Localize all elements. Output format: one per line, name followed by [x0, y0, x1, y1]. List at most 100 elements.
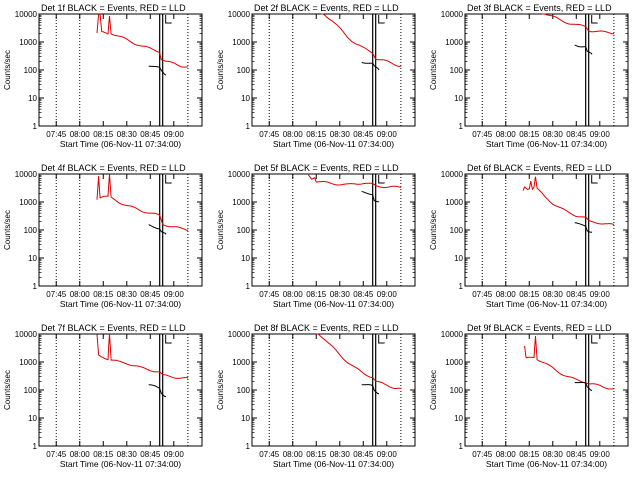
x-tick-label: 08:15 [93, 450, 114, 459]
marker-flag [591, 335, 598, 344]
lld-series-line [96, 174, 189, 231]
x-tick-label: 08:15 [519, 130, 540, 139]
plot-frame [38, 333, 203, 447]
x-tick-label: 08:45 [566, 450, 587, 459]
x-axis-label: Start Time (06-Nov-11 07:34:00) [273, 459, 394, 469]
chart-panel: Det 5f BLACK = Events, RED = LLD 1 10 100 10… [216, 163, 416, 309]
lld-series-line [316, 333, 402, 390]
x-tick-label: 08:00 [283, 290, 304, 299]
x-tick-label: 09:00 [164, 450, 185, 459]
y-axis-label: Counts/sec [429, 370, 438, 410]
lld-series-line [524, 335, 614, 390]
lld-series-line [96, 333, 189, 379]
x-tick-label: 07:45 [46, 450, 67, 459]
chart-panel: Det 8f BLACK = Events, RED = LLD 1 10 100 10… [216, 323, 416, 469]
y-tick-label: 1 [33, 442, 38, 451]
x-tick-label: 07:45 [259, 290, 280, 299]
x-tick-label: 07:45 [46, 130, 67, 139]
y-tick-label: 10 [241, 414, 250, 423]
y-tick-label: 1000 [19, 358, 37, 367]
x-tick-label: 08:15 [519, 450, 540, 459]
x-tick-label: 08:00 [70, 450, 91, 459]
x-tick-label: 09:00 [590, 130, 611, 139]
y-tick-label: 1000 [445, 38, 463, 47]
x-tick-label: 08:15 [93, 290, 114, 299]
chart-title: Det 6f BLACK = Events, RED = LLD [467, 163, 612, 173]
plot-frame [251, 13, 416, 127]
y-axis-label: Counts/sec [3, 50, 12, 90]
x-tick-label: 08:30 [543, 130, 564, 139]
chart-title: Det 2f BLACK = Events, RED = LLD [254, 3, 399, 13]
x-tick-label: 07:45 [472, 450, 493, 459]
y-tick-label: 10000 [441, 10, 464, 19]
y-tick-label: 1000 [232, 358, 250, 367]
y-axis-label: Counts/sec [216, 370, 225, 410]
x-axis-label: Start Time (06-Nov-11 07:34:00) [273, 299, 394, 309]
marker-flag [378, 175, 385, 184]
y-tick-label: 10 [28, 94, 37, 103]
x-tick-label: 08:45 [140, 450, 161, 459]
x-tick-label: 08:00 [496, 130, 517, 139]
chart-title: Det 3f BLACK = Events, RED = LLD [467, 3, 612, 13]
x-tick-label: 09:00 [377, 290, 398, 299]
x-tick-label: 08:15 [306, 130, 327, 139]
y-tick-label: 1 [33, 122, 38, 131]
x-tick-label: 07:45 [46, 290, 67, 299]
events-series-line [148, 224, 167, 235]
x-axis-label: Start Time (06-Nov-11 07:34:00) [60, 299, 181, 309]
x-tick-label: 08:30 [543, 290, 564, 299]
marker-flag [165, 15, 172, 24]
plot-frame [38, 173, 203, 287]
chart-title: Det 9f BLACK = Events, RED = LLD [467, 323, 612, 333]
y-axis-label: Counts/sec [3, 210, 12, 250]
x-tick-label: 07:45 [259, 450, 280, 459]
x-axis-label: Start Time (06-Nov-11 07:34:00) [486, 139, 607, 149]
chart-title: Det 4f BLACK = Events, RED = LLD [41, 163, 186, 173]
x-tick-label: 08:45 [353, 130, 374, 139]
events-series-line [574, 382, 593, 392]
plot-frame [464, 333, 629, 447]
y-tick-label: 10000 [441, 170, 464, 179]
x-tick-label: 08:30 [330, 450, 351, 459]
marker-flag [165, 175, 172, 184]
lld-series-line [541, 13, 615, 35]
y-tick-label: 10 [28, 414, 37, 423]
chart-panel: Det 3f BLACK = Events, RED = LLD 1 10 100 10… [429, 3, 629, 149]
marker-flag [165, 335, 172, 344]
y-tick-label: 10 [28, 254, 37, 263]
x-tick-label: 08:00 [496, 290, 517, 299]
marker-flag [591, 15, 598, 24]
x-tick-label: 08:00 [70, 130, 91, 139]
y-tick-label: 10 [454, 254, 463, 263]
chart-title: Det 7f BLACK = Events, RED = LLD [41, 323, 186, 333]
x-tick-label: 08:45 [140, 290, 161, 299]
x-tick-label: 08:15 [306, 450, 327, 459]
y-axis-label: Counts/sec [216, 50, 225, 90]
x-tick-label: 08:00 [70, 290, 91, 299]
y-axis-label: Counts/sec [216, 210, 225, 250]
y-axis-label: Counts/sec [429, 210, 438, 250]
chart-panel: Det 1f BLACK = Events, RED = LLD 1 10 100 10… [3, 3, 203, 149]
x-tick-label: 08:30 [330, 290, 351, 299]
events-series-line [361, 191, 380, 203]
x-tick-label: 09:00 [590, 450, 611, 459]
y-tick-label: 1000 [232, 38, 250, 47]
x-tick-label: 07:45 [259, 130, 280, 139]
x-tick-label: 08:45 [353, 450, 374, 459]
y-tick-label: 1 [459, 442, 464, 451]
y-tick-label: 1 [246, 442, 251, 451]
x-tick-label: 08:15 [519, 290, 540, 299]
y-axis-label: Counts/sec [3, 370, 12, 410]
x-tick-label: 08:30 [543, 450, 564, 459]
y-tick-label: 10 [241, 94, 250, 103]
y-tick-label: 10000 [228, 10, 251, 19]
x-tick-label: 08:15 [93, 130, 114, 139]
x-tick-label: 08:00 [283, 130, 304, 139]
events-series-line [574, 44, 593, 55]
chart-panel: Det 4f BLACK = Events, RED = LLD 1 10 100 10… [3, 163, 203, 309]
x-tick-label: 08:15 [306, 290, 327, 299]
chart-panel: Det 7f BLACK = Events, RED = LLD 1 10 100 10… [3, 323, 203, 469]
chart-title: Det 8f BLACK = Events, RED = LLD [254, 323, 399, 333]
